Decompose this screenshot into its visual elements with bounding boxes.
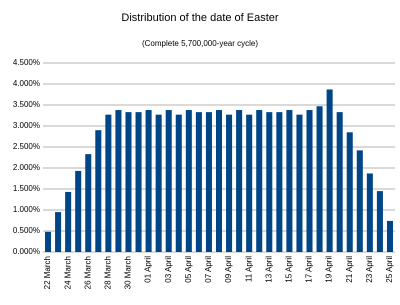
bar bbox=[336, 112, 343, 252]
bar bbox=[205, 112, 212, 252]
x-tick-label: 15 April bbox=[285, 256, 294, 283]
bar bbox=[55, 212, 62, 252]
bar bbox=[185, 110, 192, 252]
bar bbox=[256, 110, 263, 252]
bar bbox=[175, 114, 182, 252]
x-tick-label: 05 April bbox=[184, 256, 193, 283]
chart-subtitle: (Complete 5,700,000-year cycle) bbox=[142, 39, 258, 48]
x-tick-label: 11 April bbox=[244, 256, 253, 282]
x-tick-label: 25 April bbox=[385, 256, 394, 283]
bar bbox=[226, 114, 233, 252]
bar bbox=[376, 191, 383, 252]
bar bbox=[266, 112, 273, 252]
y-tick-label: 3.500% bbox=[13, 100, 40, 109]
x-tick-label: 07 April bbox=[204, 256, 213, 283]
x-tick-label: 21 April bbox=[345, 256, 354, 283]
y-tick-label: 0.000% bbox=[13, 247, 40, 256]
bar bbox=[306, 110, 313, 252]
bar bbox=[346, 132, 353, 252]
x-tick-label: 13 April bbox=[264, 256, 273, 283]
bar bbox=[246, 114, 253, 252]
x-tick-label: 19 April bbox=[325, 256, 334, 283]
bar bbox=[195, 112, 202, 252]
bar bbox=[165, 110, 172, 252]
bar bbox=[155, 114, 162, 252]
y-tick-label: 2.000% bbox=[13, 163, 40, 172]
bar bbox=[276, 112, 283, 252]
bar bbox=[105, 114, 112, 252]
bar bbox=[85, 154, 92, 252]
x-tick-label: 22 March bbox=[43, 256, 52, 289]
bar bbox=[65, 191, 72, 252]
bar bbox=[95, 130, 102, 252]
x-tick-label: 30 March bbox=[124, 256, 133, 289]
x-tick-label: 28 March bbox=[103, 256, 112, 289]
bar bbox=[366, 173, 373, 252]
bar bbox=[135, 112, 142, 252]
bar bbox=[215, 110, 223, 252]
x-tick-label: 17 April bbox=[305, 256, 314, 283]
x-tick-label: 03 April bbox=[164, 256, 173, 283]
bar bbox=[75, 170, 82, 252]
bar bbox=[316, 106, 323, 252]
bar bbox=[326, 89, 333, 253]
x-tick-label: 26 March bbox=[83, 256, 92, 289]
bar bbox=[286, 110, 293, 252]
y-tick-label: 1.500% bbox=[13, 184, 40, 193]
bar bbox=[236, 110, 243, 252]
chart-title: Distribution of the date of Easter bbox=[121, 12, 278, 24]
y-tick-label: 4.500% bbox=[13, 58, 40, 67]
bar bbox=[296, 114, 303, 252]
bar bbox=[145, 110, 152, 252]
y-tick-label: 1.000% bbox=[13, 205, 40, 214]
x-tick-label: 01 April bbox=[144, 256, 153, 283]
y-tick-label: 4.000% bbox=[13, 79, 40, 88]
x-tick-label: 23 April bbox=[365, 256, 374, 283]
bar bbox=[115, 110, 122, 252]
x-tick-label: 24 March bbox=[63, 256, 72, 289]
y-tick-label: 0.500% bbox=[13, 226, 40, 235]
bar bbox=[356, 150, 363, 252]
x-tick-label: 09 April bbox=[224, 256, 233, 283]
bar bbox=[45, 231, 52, 252]
y-tick-label: 3.000% bbox=[13, 121, 40, 130]
bar bbox=[386, 220, 393, 252]
bar bbox=[125, 112, 132, 252]
y-tick-label: 2.500% bbox=[13, 142, 40, 151]
